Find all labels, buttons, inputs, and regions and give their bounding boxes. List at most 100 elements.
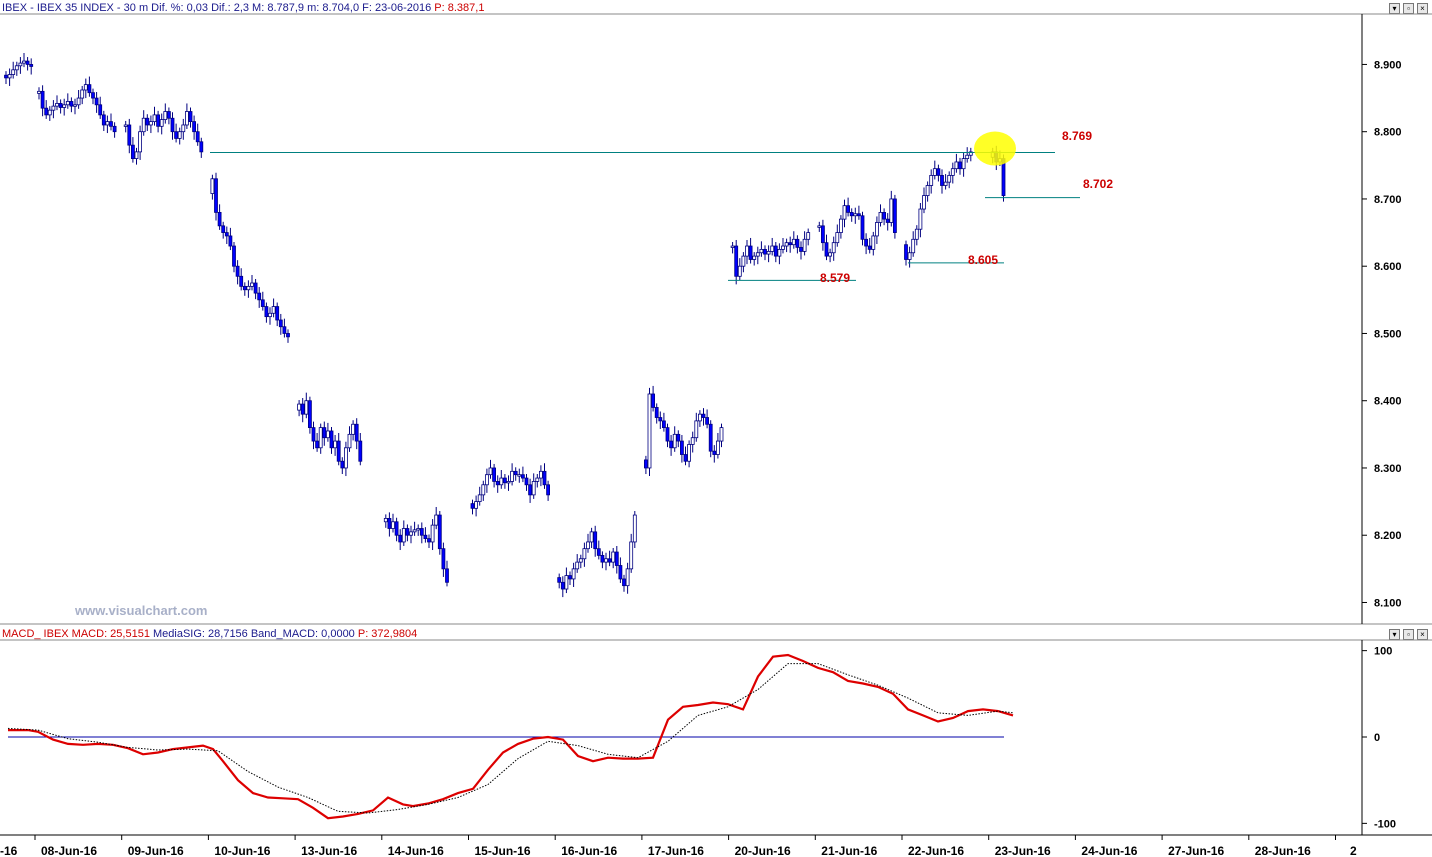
candle-down (29, 64, 34, 67)
candle-up (968, 151, 973, 156)
candle-up (401, 528, 406, 543)
candle-down (867, 245, 872, 250)
candle-down (170, 117, 175, 133)
candle-up (647, 393, 652, 469)
candle-down (680, 440, 684, 455)
candles (4, 53, 1006, 598)
price-header-timeframe: 30 m (123, 2, 149, 14)
macd-line (8, 653, 1014, 820)
candle-down (600, 555, 605, 563)
candle-down (560, 581, 565, 590)
candle-up (159, 119, 164, 127)
candle-down (109, 121, 113, 127)
candle-down (542, 470, 547, 486)
price-y-tick-label: 8.300 (1374, 463, 1402, 475)
candle-down (622, 578, 626, 587)
candle-down (763, 248, 767, 255)
candle-down (217, 212, 222, 227)
candle-down (235, 265, 240, 277)
level-label: 8.605 (968, 253, 998, 267)
candle-up (781, 245, 785, 250)
candle-up (564, 575, 569, 590)
candle-down (69, 101, 74, 107)
candle-down (311, 427, 316, 442)
candle-up (784, 242, 789, 247)
candle-up (123, 124, 128, 127)
candle-down (940, 175, 944, 186)
candle-down (568, 575, 572, 580)
candle-down (708, 423, 713, 452)
candle-down (846, 205, 850, 213)
candle-up (842, 205, 847, 220)
candle-down (242, 285, 247, 291)
candle-down (130, 144, 135, 159)
x-tick-label: 2 (1350, 844, 1357, 857)
candle-up (409, 531, 413, 536)
candle-up (589, 531, 594, 543)
candle-down (232, 245, 236, 267)
candle-up (694, 420, 699, 439)
price-header: IBEX - IBEX 35 INDEX - 30 m Dif. %: 0,03… (2, 2, 484, 14)
candle-up (575, 561, 580, 570)
candle-down (239, 275, 244, 287)
candle-down (4, 74, 8, 79)
candle-up (907, 252, 912, 260)
candle-up (105, 121, 110, 126)
candle-down (58, 103, 63, 108)
candle-up (889, 198, 894, 223)
price-y-tick-label: 8.900 (1374, 59, 1402, 71)
candle-down (405, 528, 410, 536)
x-tick-label: 09-Jun-16 (128, 844, 184, 857)
candle-up (80, 89, 85, 99)
candle-up (51, 105, 56, 111)
candle-down (44, 107, 49, 116)
macd-y-tick-label: 100 (1374, 646, 1392, 658)
candle-up (535, 477, 540, 482)
candle-up (271, 306, 276, 314)
candle-up (632, 514, 637, 543)
candle-down (705, 417, 709, 425)
candle-up (625, 568, 630, 587)
candle-down (94, 97, 99, 106)
candle-up (766, 251, 771, 255)
candle-down (662, 420, 666, 429)
candle-up (745, 245, 749, 257)
candle-down (423, 534, 428, 539)
candle-down (340, 460, 345, 469)
candle-up (878, 212, 883, 223)
candle-down (228, 235, 233, 247)
candle-up (14, 65, 19, 71)
x-tick-label: 23-Jun-16 (995, 844, 1051, 857)
candle-down (188, 111, 193, 123)
candle-up (571, 568, 576, 580)
candle-down (893, 198, 897, 233)
candle-up (839, 218, 843, 233)
candle-up (611, 551, 616, 563)
candle-down (799, 246, 803, 252)
price-y-tick-label: 8.400 (1374, 396, 1402, 408)
candle-down (87, 84, 92, 94)
candle-down (315, 440, 320, 449)
candle-up (62, 104, 67, 108)
candle-up (181, 124, 186, 133)
candle-down (214, 178, 218, 213)
candle-up (416, 528, 421, 531)
candle-up (629, 541, 634, 570)
candle-down (885, 218, 890, 223)
candle-down (275, 306, 280, 321)
candle-up (343, 447, 348, 469)
price-y-tick-label: 8.200 (1374, 530, 1402, 542)
candle-up (961, 158, 966, 170)
candle-down (192, 121, 197, 133)
candle-down (644, 459, 648, 469)
candle-down (712, 450, 717, 455)
candle-up (383, 518, 388, 523)
x-tick-label: 08-Jun-16 (41, 844, 97, 857)
x-tick-label: 22-Jun-16 (908, 844, 964, 857)
x-tick-label: 15-Jun-16 (475, 844, 531, 857)
candle-up (246, 285, 251, 291)
x-tick-label: 10-Jun-16 (214, 844, 270, 857)
candle-up (737, 265, 742, 277)
macd-y-tick-label: 0 (1374, 732, 1380, 744)
